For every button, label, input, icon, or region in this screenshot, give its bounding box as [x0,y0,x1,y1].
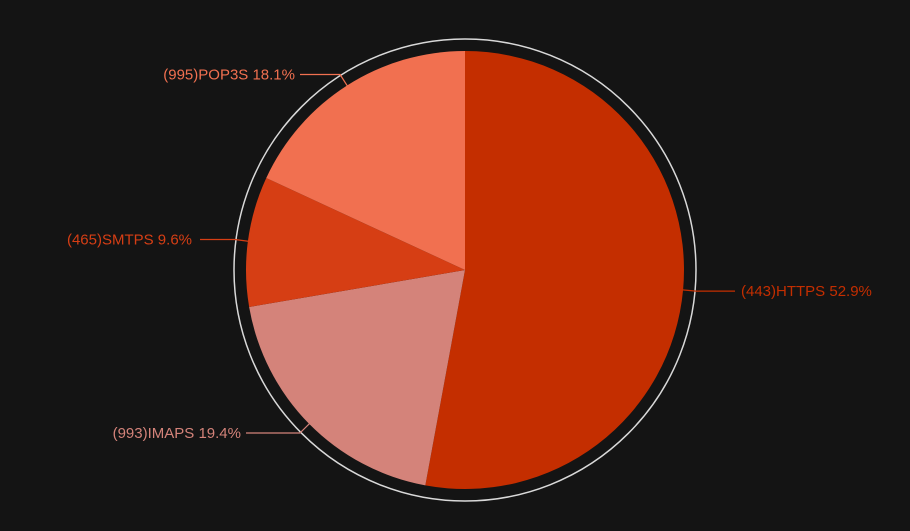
pie-slice-993imaps [249,270,465,486]
outer-ring [233,38,697,502]
pie-slice-465smtps [245,178,465,307]
leader-line [677,288,735,292]
slice-label: (993)IMAPS 19.4% [113,425,241,442]
pie-slice-443https [425,51,684,490]
leader-line [200,238,254,243]
slice-label: (465)SMTPS 9.6% [67,231,192,248]
leader-line [300,73,351,91]
pie-slice-995pop3s [266,51,465,270]
pie-slices [245,51,684,490]
leader-line [246,419,314,434]
slice-labels: (443)HTTPS 52.9% (993)IMAPS 19.4% (465)SMT… [67,67,872,443]
slice-label: (995)POP3S 18.1% [163,67,295,84]
slice-label: (443)HTTPS 52.9% [741,283,872,300]
